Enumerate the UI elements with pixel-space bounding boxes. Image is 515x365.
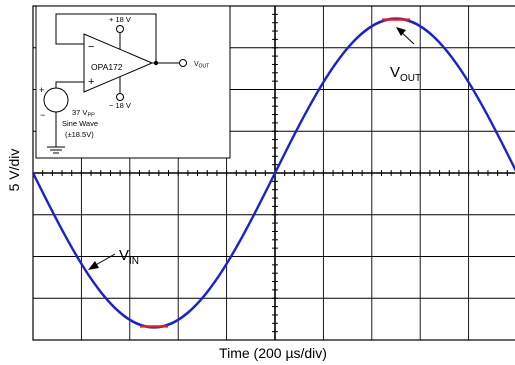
vin-arrow-line: [93, 253, 116, 267]
vin-arrowhead: [88, 261, 99, 270]
circuit-inset: OPA172 − + + 18 V − 18 V VOUT + − 37 VPP…: [35, 5, 231, 159]
output-label: VOUT: [194, 61, 209, 70]
vout-label: VOUT: [390, 64, 421, 84]
feedback-wire: [55, 13, 157, 63]
source-plus-sign: +: [39, 85, 44, 95]
vin-annotation: VIN: [88, 247, 139, 270]
vneg-terminal: [116, 93, 124, 101]
opamp-name: OPA172: [91, 62, 123, 72]
input-wire: [55, 81, 84, 88]
opamp-triangle: [83, 33, 154, 93]
vpos-terminal: [116, 25, 124, 33]
source-range-label: (±18.5V): [65, 130, 94, 139]
opamp-minus-sign: −: [88, 41, 94, 53]
vin-label: VIN: [119, 247, 139, 267]
opamp-plus-sign: +: [88, 76, 94, 88]
vout-arrowhead: [396, 27, 406, 36]
traces: [31, 17, 515, 329]
vout-annotation: VOUT: [390, 27, 421, 84]
source-amplitude-label: 37 VPP: [72, 108, 95, 119]
sine-source: [43, 87, 69, 113]
source-minus-sign: −: [40, 110, 45, 120]
supply-positive-label: + 18 V: [109, 15, 131, 24]
output-terminal: [179, 59, 187, 67]
x-axis-label: Time (200 µs/div): [219, 345, 327, 361]
supply-negative-label: − 18 V: [109, 101, 131, 110]
vout-trace: [32, 18, 515, 328]
y-axis-label: 5 V/div: [6, 149, 22, 192]
source-waveform-label: Sine Wave: [62, 119, 98, 128]
